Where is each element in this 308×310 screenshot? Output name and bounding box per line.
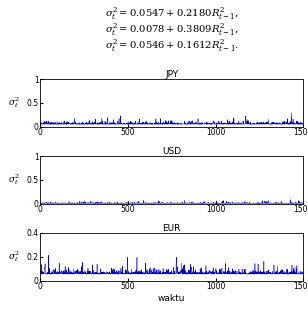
- Text: $\sigma_t^2 = 0.0546 + 0.1612R_{t-1}^2.$: $\sigma_t^2 = 0.0546 + 0.1612R_{t-1}^2.$: [105, 39, 239, 54]
- Y-axis label: $\sigma_t^2$: $\sigma_t^2$: [8, 95, 20, 110]
- Y-axis label: $\sigma_t^2$: $\sigma_t^2$: [8, 172, 20, 187]
- Title: EUR: EUR: [163, 224, 181, 233]
- Text: $\sigma_t^2 = 0.0547 + 0.2180R_{t-1}^2,$: $\sigma_t^2 = 0.0547 + 0.2180R_{t-1}^2,$: [105, 7, 239, 22]
- Y-axis label: $\sigma_t^2$: $\sigma_t^2$: [8, 249, 20, 264]
- X-axis label: waktu: waktu: [158, 294, 185, 303]
- Text: $\sigma_t^2 = 0.0078 + 0.3809R_{t-1}^2,$: $\sigma_t^2 = 0.0078 + 0.3809R_{t-1}^2,$: [105, 23, 239, 38]
- Title: USD: USD: [162, 147, 181, 156]
- Title: JPY: JPY: [165, 70, 178, 79]
